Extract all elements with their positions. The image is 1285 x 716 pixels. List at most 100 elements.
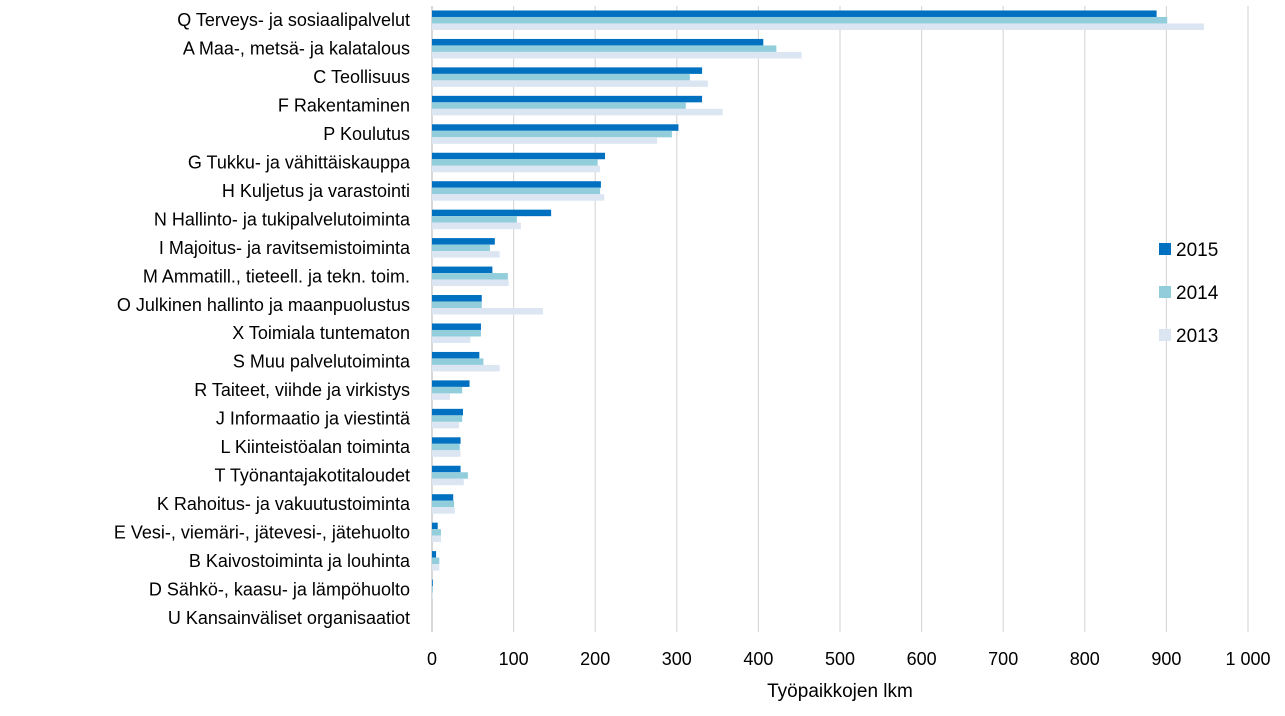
bar-2014-1 bbox=[432, 45, 777, 52]
bar-2014-18 bbox=[432, 529, 441, 536]
category-label: K Rahoitus- ja vakuutustoiminta bbox=[157, 494, 411, 514]
legend-swatch-2014 bbox=[1159, 286, 1171, 298]
bar-2013-15 bbox=[432, 450, 461, 457]
category-label: S Muu palvelutoiminta bbox=[233, 352, 411, 372]
bar-2015-14 bbox=[432, 408, 464, 416]
x-tick-label: 600 bbox=[907, 649, 937, 669]
legend-swatch-2013 bbox=[1159, 329, 1171, 341]
category-label: C Teollisuus bbox=[313, 67, 410, 87]
bar-2015-19 bbox=[432, 551, 437, 558]
bar-2014-15 bbox=[432, 443, 460, 451]
bar-2014-8 bbox=[432, 244, 490, 252]
bar-2015-18 bbox=[432, 522, 438, 530]
bar-2013-3 bbox=[432, 108, 723, 116]
bar-2014-3 bbox=[432, 102, 686, 109]
category-label: D Sähkö-, kaasu- ja lämpöhuolto bbox=[149, 579, 410, 599]
category-label: H Kuljetus ja varastointi bbox=[222, 181, 410, 201]
bar-2015-15 bbox=[432, 437, 461, 444]
bar-2015-17 bbox=[432, 494, 454, 501]
bar-2015-5 bbox=[432, 152, 605, 160]
bar-2015-3 bbox=[432, 95, 703, 103]
bar-2015-1 bbox=[432, 38, 764, 46]
bar-2013-12 bbox=[432, 364, 500, 372]
bar-2014-5 bbox=[432, 159, 598, 166]
x-tick-label: 400 bbox=[743, 649, 773, 669]
bar-2015-6 bbox=[432, 181, 601, 188]
bar-2015-2 bbox=[432, 67, 703, 74]
bar-2013-10 bbox=[432, 308, 543, 315]
category-label: E Vesi-, viemäri-, jätevesi-, jätehuolto bbox=[114, 522, 410, 542]
bar-2013-13 bbox=[432, 393, 450, 400]
bars bbox=[432, 10, 1204, 600]
category-label: F Rakentaminen bbox=[278, 96, 410, 116]
bar-2014-20 bbox=[432, 586, 433, 593]
x-tick-label: 900 bbox=[1151, 649, 1181, 669]
bar-2015-8 bbox=[432, 238, 495, 245]
bar-2015-7 bbox=[432, 209, 552, 217]
category-label: B Kaivostoiminta ja louhinta bbox=[189, 551, 411, 571]
x-tick-label: 0 bbox=[427, 649, 437, 669]
bar-2013-6 bbox=[432, 194, 605, 201]
legend-label-2014: 2014 bbox=[1176, 283, 1219, 304]
bar-2014-17 bbox=[432, 500, 455, 508]
legend-swatch-2015 bbox=[1159, 243, 1171, 255]
bar-2014-0 bbox=[432, 16, 1168, 24]
bar-2013-14 bbox=[432, 421, 459, 429]
bar-2013-20 bbox=[432, 592, 433, 600]
x-tick-label: 100 bbox=[499, 649, 529, 669]
bar-2015-12 bbox=[432, 351, 480, 359]
bar-2014-6 bbox=[432, 187, 601, 195]
bar-2015-10 bbox=[432, 295, 482, 302]
category-label: I Majoitus- ja ravitsemistoiminta bbox=[159, 238, 411, 258]
category-label: O Julkinen hallinto ja maanpuolustus bbox=[117, 295, 410, 315]
bar-2013-11 bbox=[432, 336, 471, 343]
bar-2014-16 bbox=[432, 472, 468, 479]
category-label: M Ammatill., tieteell. ja tekn. toim. bbox=[143, 266, 410, 286]
category-label: R Taiteet, viihde ja virkistys bbox=[194, 380, 410, 400]
category-label: P Koulutus bbox=[323, 124, 410, 144]
bar-2015-9 bbox=[432, 266, 493, 274]
category-label: X Toimiala tuntematon bbox=[232, 323, 410, 343]
bar-2013-16 bbox=[432, 478, 464, 486]
bar-2015-13 bbox=[432, 380, 470, 387]
bar-2014-4 bbox=[432, 130, 672, 138]
bar-2014-2 bbox=[432, 73, 690, 81]
bar-2014-12 bbox=[432, 358, 484, 365]
bar-2014-10 bbox=[432, 301, 482, 309]
x-axis-title: Työpaikkojen lkm bbox=[767, 681, 913, 702]
bar-2014-13 bbox=[432, 386, 463, 394]
category-label: L Kiinteistöalan toiminta bbox=[221, 437, 411, 457]
x-tick-label: 800 bbox=[1070, 649, 1100, 669]
category-label: N Hallinto- ja tukipalvelutoiminta bbox=[154, 209, 411, 229]
bar-2013-5 bbox=[432, 165, 601, 173]
bar-2014-19 bbox=[432, 557, 440, 565]
bar-2013-0 bbox=[432, 23, 1204, 30]
x-tick-label: 500 bbox=[825, 649, 855, 669]
category-label: U Kansainväliset organisaatiot bbox=[168, 608, 410, 628]
category-labels: Q Terveys- ja sosiaalipalvelut A Maa-, me… bbox=[114, 10, 411, 628]
bar-2013-4 bbox=[432, 137, 658, 144]
bar-2015-11 bbox=[432, 323, 481, 330]
bar-2013-18 bbox=[432, 535, 441, 543]
category-label: Q Terveys- ja sosiaalipalvelut bbox=[177, 10, 410, 30]
bar-2013-17 bbox=[432, 507, 455, 514]
x-tick-label: 700 bbox=[988, 649, 1018, 669]
bar-2013-9 bbox=[432, 279, 509, 287]
x-tick-label: 300 bbox=[662, 649, 692, 669]
bar-2013-7 bbox=[432, 222, 521, 230]
bar-2014-7 bbox=[432, 216, 517, 223]
legend-label-2013: 2013 bbox=[1176, 326, 1218, 347]
bar-2014-14 bbox=[432, 415, 463, 422]
bar-2015-0 bbox=[432, 10, 1157, 17]
bar-2014-9 bbox=[432, 273, 508, 280]
bar-2014-11 bbox=[432, 329, 481, 337]
category-label: A Maa-, metsä- ja kalatalous bbox=[183, 39, 410, 59]
category-label: T Työnantajakotitaloudet bbox=[215, 466, 410, 486]
bar-2015-4 bbox=[432, 124, 679, 131]
x-tick-label: 1 000 bbox=[1225, 649, 1270, 669]
bar-2013-8 bbox=[432, 251, 500, 258]
bar-2013-1 bbox=[432, 51, 802, 59]
legend: 2015 2014 2013 bbox=[1159, 240, 1219, 347]
category-label: G Tukku- ja vähittäiskauppa bbox=[188, 153, 411, 173]
